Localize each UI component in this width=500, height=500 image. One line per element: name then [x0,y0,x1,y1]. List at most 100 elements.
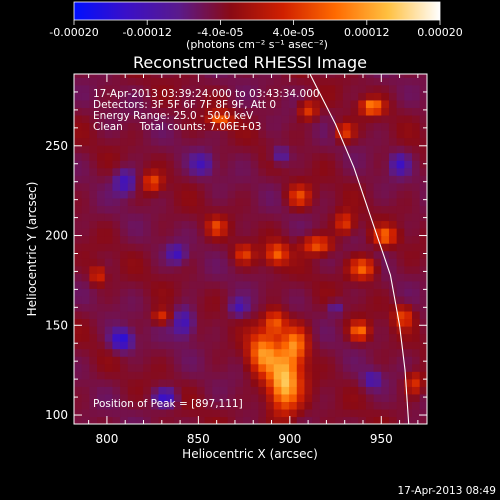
heatmap-cell [319,228,329,237]
heatmap-cell [412,288,421,297]
heatmap-cell [296,326,306,335]
heatmap-cell [89,107,98,116]
heatmap-cell [365,167,375,176]
heatmap-cell [388,107,398,116]
heatmap-cell [112,303,121,312]
heatmap-cell [404,386,413,395]
heatmap-cell [296,341,306,350]
heatmap-cell [289,378,298,387]
heatmap-cell [212,99,221,108]
heatmap-cell [312,280,321,289]
heatmap-cell [204,160,213,169]
heatmap-cell [350,416,359,424]
heatmap-cell [166,243,175,252]
heatmap-cell [250,243,259,252]
heatmap-cell [335,160,344,169]
heatmap-cell [373,378,382,387]
heatmap-cell [97,160,106,169]
heatmap-cell [319,310,329,320]
heatmap-cell [243,182,252,191]
heatmap-cell [335,212,344,222]
heatmap-cell [327,333,336,342]
heatmap-cell [173,152,183,161]
heatmap-cell [189,295,198,304]
heatmap-cell [327,386,336,395]
heatmap-cell [204,182,213,191]
heatmap-cell [150,167,160,176]
heatmap-cell [112,152,121,161]
heatmap-cell [173,258,183,267]
heatmap-cell [127,122,137,131]
heatmap-cell [266,243,275,252]
heatmap-cell [273,265,283,274]
heatmap-cell [127,92,137,101]
heatmap-cell [227,401,236,410]
heatmap-cell [227,212,236,222]
heatmap-cell [135,167,144,176]
heatmap-cell [204,348,213,357]
heatmap-cell [266,288,275,297]
heatmap-cell [281,378,290,387]
heatmap-cell [404,401,413,410]
heatmap-cell [150,258,160,267]
heatmap-cell [327,273,336,282]
heatmap-cell [319,378,329,387]
heatmap-cell [388,310,398,320]
heatmap-cell [112,130,121,139]
heatmap-cell [89,220,98,229]
heatmap-cell [120,137,129,146]
heatmap-cell [296,107,306,116]
heatmap-cell [327,77,336,86]
heatmap-cell [373,122,382,131]
heatmap-cell [358,310,367,320]
heatmap-cell [381,167,390,176]
heatmap-cell [281,114,290,124]
heatmap-cell [404,318,413,327]
heatmap-cell [266,333,275,342]
heatmap-cell [81,205,90,214]
heatmap-cell [396,401,405,410]
heatmap-cell [74,92,83,101]
heatmap-cell [365,152,375,161]
x-tick-label: 850 [187,432,210,446]
heatmap-cell [266,326,275,335]
heatmap-cell [327,160,336,169]
heatmap-cell [135,348,144,357]
heatmap-cell [381,273,390,282]
heatmap-cell [358,333,367,342]
heatmap-cell [158,235,167,244]
heatmap-cell [196,295,206,304]
heatmap-cell [250,175,259,184]
heatmap-cell [304,341,313,350]
heatmap-cell [365,371,375,380]
heatmap-cell [166,310,175,320]
heatmap-cell [335,273,344,282]
heatmap-cell [112,175,121,184]
heatmap-cell [219,348,229,357]
heatmap-cell [219,92,229,101]
heatmap-cell [258,371,267,380]
heatmap-cell [350,152,359,161]
heatmap-cell [342,401,352,410]
heatmap-cell [404,220,413,229]
heatmap-cell [319,303,329,312]
heatmap-cell [120,130,129,139]
heatmap-cell [135,130,144,139]
heatmap-cell [189,378,198,387]
heatmap-cell [173,348,183,357]
heatmap-cell [196,212,206,222]
heatmap-cell [166,107,175,116]
heatmap-cell [327,197,336,206]
heatmap-cell [158,137,167,146]
heatmap-cell [166,371,175,380]
heatmap-cell [266,205,275,214]
heatmap-cell [166,378,175,387]
heatmap-cell [404,122,413,131]
heatmap-cell [74,295,83,304]
heatmap-cell [112,341,121,350]
heatmap-cell [250,130,259,139]
heatmap-cell [273,416,283,424]
heatmap-cell [173,107,183,116]
heatmap-cell [89,130,98,139]
heatmap-cell [89,228,98,237]
